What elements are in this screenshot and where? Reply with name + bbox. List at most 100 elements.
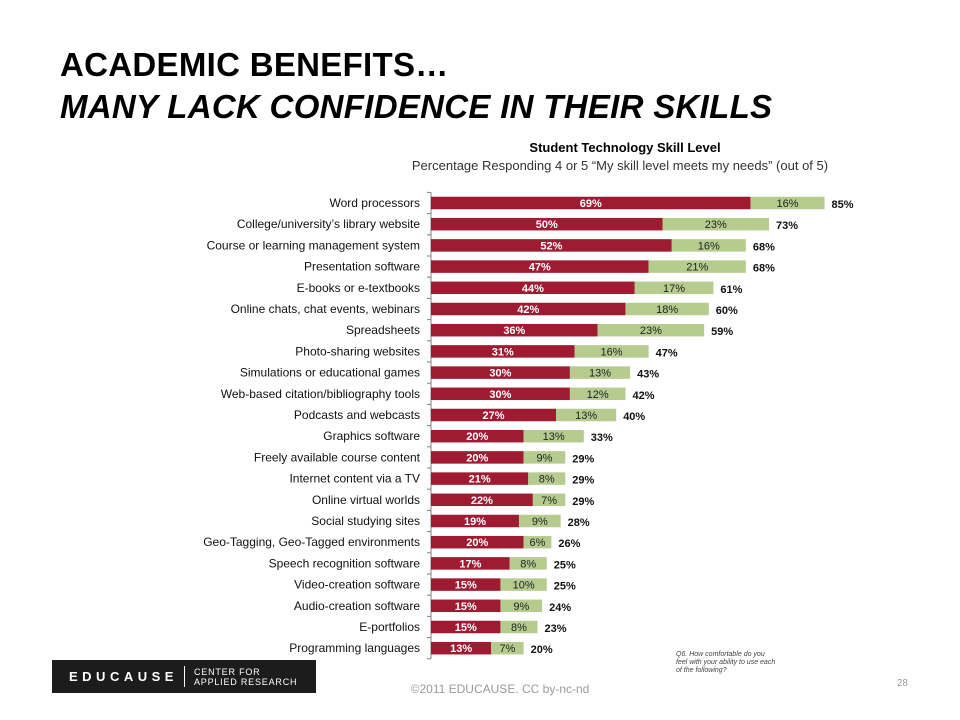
data-label-rating-5: 15%: [455, 580, 477, 592]
total-label: 25%: [554, 581, 576, 593]
data-label-rating-4: 8%: [511, 622, 527, 634]
data-label-rating-5: 50%: [536, 219, 558, 231]
survey-question-footnote: Q6. How comfortable do you feel with you…: [676, 651, 776, 674]
bar-segment-rating-4: [574, 345, 649, 358]
bar-segment-rating-5: [431, 535, 524, 549]
data-label-rating-4: 23%: [640, 325, 662, 337]
data-label-rating-5: 69%: [580, 198, 602, 210]
category-label: Internet content via a TV: [289, 472, 420, 486]
category-label: Social studying sites: [311, 514, 420, 528]
total-label: 26%: [558, 538, 580, 550]
data-label-rating-4: 17%: [663, 283, 685, 295]
bar-segment-rating-4: [532, 493, 566, 507]
bar-segment-rating-5: [431, 387, 570, 401]
total-label: 60%: [716, 305, 738, 317]
title-line-2: MANY LACK CONFIDENCE IN THEIR SKILLS: [60, 88, 773, 125]
category-label: Programming languages: [289, 641, 420, 655]
bar-segment-rating-5: [431, 366, 570, 379]
data-label-rating-4: 13%: [575, 410, 597, 422]
bar-segment-rating-5: [431, 260, 649, 273]
bar-segment-rating-4: [662, 217, 769, 231]
category-label: E-books or e-textbooks: [297, 281, 420, 295]
category-label: E-portfolios: [359, 620, 420, 634]
category-label: College/university’s library website: [237, 217, 421, 231]
bar-segment-rating-4: [648, 260, 746, 273]
data-label-rating-4: 16%: [698, 240, 720, 252]
bar-segment-rating-4: [556, 408, 617, 422]
bar-segment-rating-5: [431, 493, 533, 507]
data-label-rating-5: 47%: [529, 262, 551, 274]
bar-segment-rating-4: [671, 239, 746, 252]
bar-segment-rating-4: [597, 323, 705, 337]
data-label-rating-4: 16%: [776, 198, 798, 210]
title-line-1: ACADEMIC BENEFITS…: [60, 46, 449, 83]
data-label-rating-4: 18%: [656, 304, 678, 316]
data-label-rating-4: 9%: [513, 601, 529, 613]
total-label: 20%: [531, 644, 553, 656]
total-label: 73%: [776, 220, 798, 232]
category-label: Simulations or educational games: [240, 366, 420, 380]
logo-center-line-1: CENTER FOR: [193, 666, 261, 677]
category-label: Speech recognition software: [269, 556, 421, 570]
category-label: Audio-creation software: [294, 599, 420, 613]
chart-title: Student Technology Skill Level: [529, 140, 721, 155]
bar-segment-rating-4: [569, 366, 631, 379]
category-label: Freely available course content: [254, 450, 421, 464]
data-label-rating-4: 13%: [543, 431, 565, 443]
total-label: 28%: [568, 517, 590, 529]
total-label: 61%: [720, 284, 742, 296]
bar-segment-rating-4: [500, 620, 538, 634]
bar-segment-rating-4: [523, 535, 552, 549]
category-label: Spreadsheets: [346, 323, 420, 337]
bar-segment-rating-4: [528, 472, 566, 485]
data-label-rating-5: 21%: [469, 474, 491, 486]
category-label: Geo-Tagging, Geo-Tagged environments: [203, 535, 420, 549]
slide-title: ACADEMIC BENEFITS… MANY LACK CONFIDENCE …: [60, 44, 940, 128]
total-label: 29%: [572, 475, 594, 487]
chart-subtitle: Percentage Responding 4 or 5 “My skill l…: [411, 158, 829, 173]
bar-segment-rating-4: [634, 281, 714, 295]
bar-segment-rating-5: [431, 345, 575, 358]
data-label-rating-4: 13%: [589, 368, 611, 380]
logo-center-name: CENTER FOR APPLIED RESEARCH: [194, 667, 297, 687]
category-label: Word processors: [330, 196, 420, 210]
bar-segment-rating-5: [431, 472, 529, 485]
bar-segment-rating-4: [518, 514, 561, 528]
bar-segment-rating-5: [431, 451, 524, 464]
total-label: 33%: [591, 432, 613, 444]
bar-segment-rating-5: [431, 514, 519, 528]
total-label: 59%: [711, 326, 733, 338]
category-label: Podcasts and webcasts: [294, 408, 420, 422]
bar-segment-rating-4: [569, 387, 626, 401]
data-label-rating-4: 12%: [587, 389, 609, 401]
bar-segment-rating-5: [431, 620, 501, 634]
category-label: Presentation software: [304, 260, 420, 274]
total-label: 85%: [832, 199, 854, 211]
data-label-rating-5: 27%: [482, 410, 504, 422]
bar-segment-rating-5: [431, 578, 501, 591]
data-label-rating-5: 15%: [455, 601, 477, 613]
data-label-rating-4: 23%: [705, 219, 727, 231]
page-number: 28: [896, 678, 908, 689]
data-label-rating-5: 17%: [459, 558, 481, 570]
total-label: 29%: [572, 453, 594, 465]
bar-segment-rating-5: [431, 239, 672, 252]
logo-divider: [183, 666, 185, 687]
bar-segment-rating-5: [431, 323, 598, 337]
data-label-rating-4: 9%: [532, 516, 548, 528]
total-label: 24%: [549, 602, 571, 614]
data-label-rating-4: 7%: [499, 643, 515, 655]
data-label-rating-5: 42%: [517, 304, 539, 316]
total-label: 68%: [753, 263, 775, 275]
copyright-notice: ©2011 EDUCAUSE. CC by-nc-nd: [410, 682, 590, 696]
category-label: Web-based citation/bibliography tools: [221, 387, 420, 401]
total-label: 68%: [753, 241, 775, 253]
data-label-rating-4: 9%: [536, 452, 552, 464]
data-label-rating-5: 15%: [455, 622, 477, 634]
category-label: Photo-sharing websites: [295, 344, 420, 358]
data-label-rating-5: 30%: [489, 389, 511, 401]
bar-segment-rating-4: [523, 429, 584, 443]
data-label-rating-5: 52%: [540, 240, 562, 252]
bar-segment-rating-5: [431, 217, 663, 231]
